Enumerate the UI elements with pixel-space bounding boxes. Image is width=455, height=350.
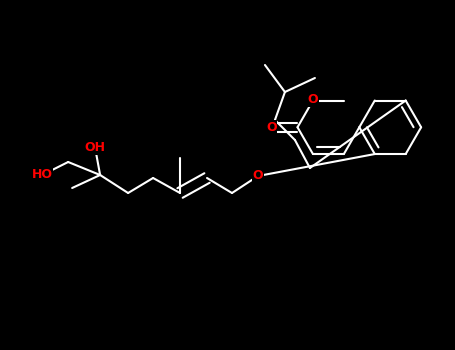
Text: O: O bbox=[308, 93, 318, 106]
Text: O: O bbox=[253, 169, 263, 182]
Text: O: O bbox=[266, 121, 277, 134]
Text: OH: OH bbox=[85, 141, 106, 154]
Text: HO: HO bbox=[32, 168, 53, 182]
